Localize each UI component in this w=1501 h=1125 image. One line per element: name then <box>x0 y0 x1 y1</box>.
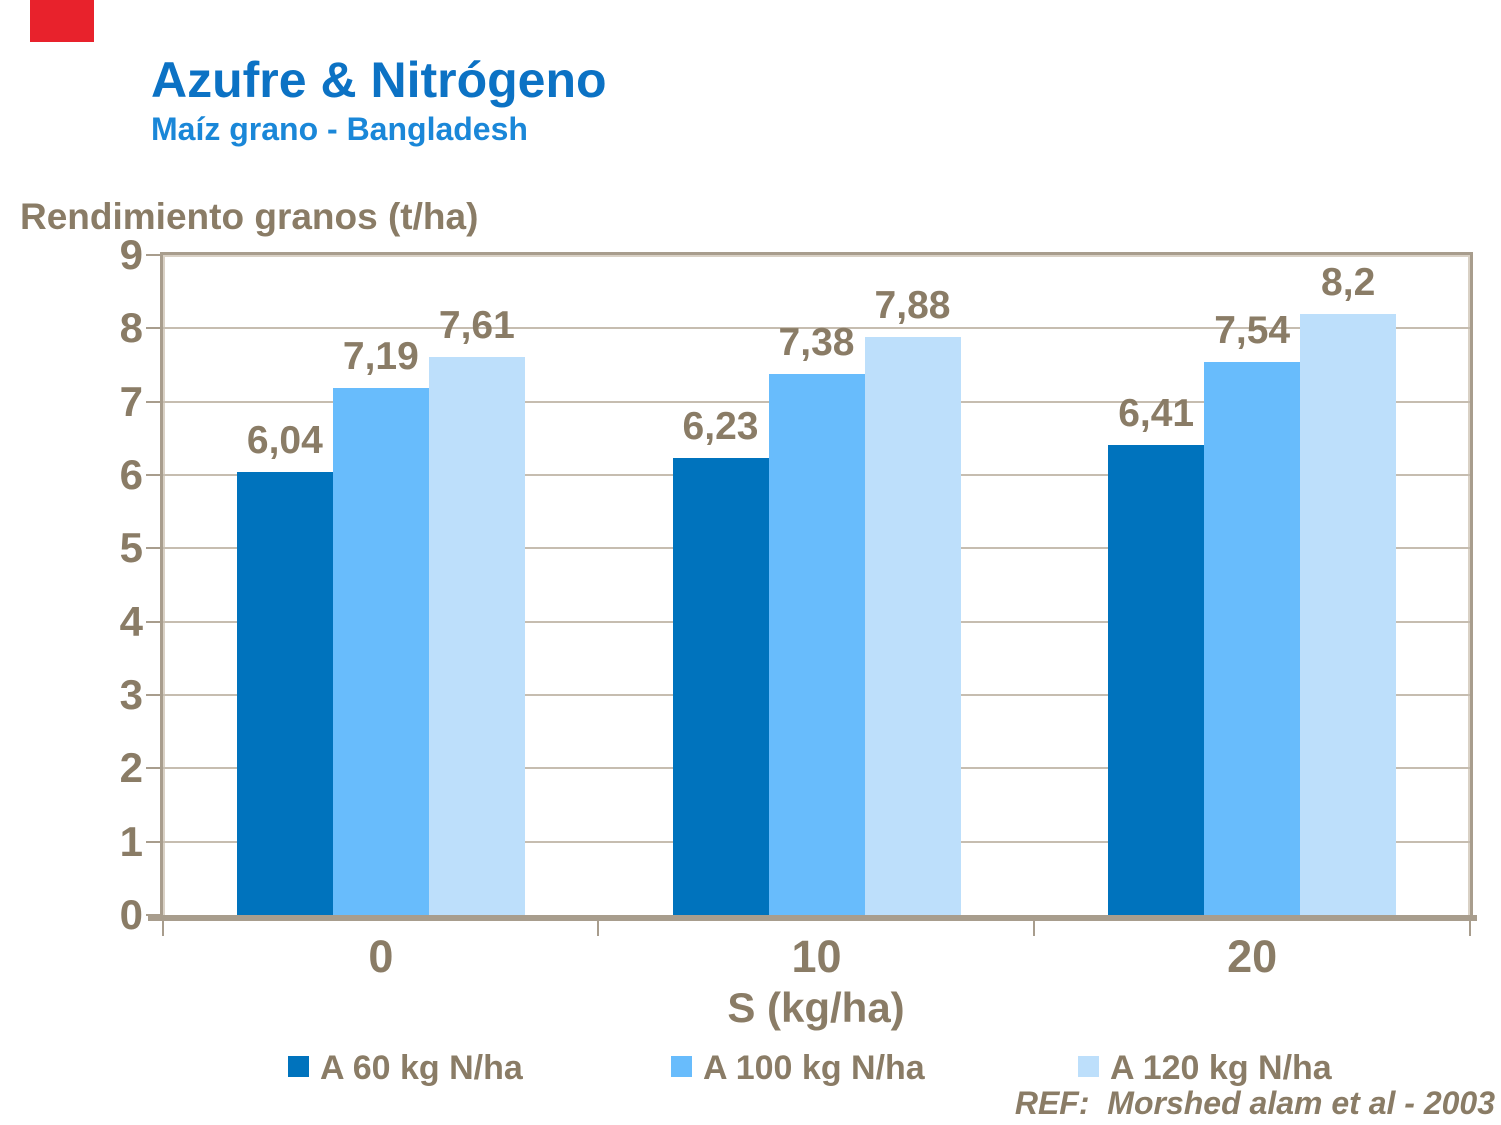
x-tick-label-10: 10 <box>791 931 842 982</box>
chart-subtitle: Maíz grano - Bangladesh <box>151 111 528 147</box>
bar-value-label: 7,38 <box>778 320 855 364</box>
bar-value-label: 7,54 <box>1214 309 1291 353</box>
bar-value-label: 7,19 <box>342 334 419 378</box>
y-tick-mark-6 <box>146 474 161 476</box>
y-tick-mark-3 <box>146 694 161 696</box>
bar-a-100-kg-n/ha-s10 <box>768 373 865 915</box>
grid-line-8 <box>163 327 1470 330</box>
plot-area <box>160 252 1473 918</box>
y-tick-label-1: 1 <box>119 817 143 865</box>
bar-a-100-kg-n/ha-s20 <box>1204 362 1301 915</box>
legend-swatch-icon <box>1078 1056 1099 1077</box>
y-tick-mark-5 <box>146 547 161 550</box>
bar-value-label: 6,04 <box>246 419 323 463</box>
legend-label: A 100 kg N/ha <box>703 1049 925 1087</box>
bar-a-100-kg-n/ha-s0 <box>332 387 429 915</box>
bar-a-120-kg-n/ha-s10 <box>864 337 961 915</box>
legend-label: A 60 kg N/ha <box>320 1049 523 1087</box>
legend-label: A 120 kg N/ha <box>1110 1049 1332 1087</box>
bar-a-120-kg-n/ha-s0 <box>428 356 525 915</box>
y-tick-mark-2 <box>146 767 161 770</box>
y-tick-label-5: 5 <box>119 524 143 572</box>
x-tick-mark-2 <box>1032 921 1035 936</box>
bar-a-120-kg-n/ha-s20 <box>1300 313 1397 915</box>
bar-value-label: 6,41 <box>1118 391 1195 435</box>
y-tick-label-7: 7 <box>119 377 143 425</box>
x-axis-line <box>148 915 1477 921</box>
legend-swatch-icon <box>288 1056 309 1077</box>
y-tick-label-2: 2 <box>119 744 143 792</box>
reference-text: REF: Morshed alam et al - 2003 <box>1014 1085 1495 1121</box>
y-tick-label-0: 0 <box>119 891 143 938</box>
chart-header: Azufre & Nitrógeno Maíz grano - Banglade… <box>151 54 607 148</box>
x-tick-mark-0 <box>161 921 164 936</box>
y-tick-label-3: 3 <box>119 671 143 718</box>
y-tick-label-4: 4 <box>119 597 143 645</box>
y-tick-mark-7 <box>146 400 161 403</box>
x-tick-mark-3 <box>1468 921 1471 936</box>
y-tick-mark-1 <box>146 840 161 843</box>
y-tick-mark-9 <box>146 254 161 256</box>
bar-a-60-kg-n/ha-s20 <box>1108 444 1205 915</box>
legend-item-3: A 120 kg N/ha <box>1078 1049 1332 1087</box>
y-tick-label-6: 6 <box>119 451 143 498</box>
red-accent-box <box>30 0 94 42</box>
bar-a-60-kg-n/ha-s0 <box>236 472 333 915</box>
bar-a-60-kg-n/ha-s10 <box>672 458 769 915</box>
legend-item-2: A 100 kg N/ha <box>671 1049 925 1087</box>
bar-value-label: 8,2 <box>1321 260 1376 304</box>
bar-value-label: 7,88 <box>874 284 951 328</box>
y-axis-title: Rendimiento granos (t/ha) <box>20 196 479 237</box>
chart-title: Azufre & Nitrógeno <box>151 52 607 108</box>
y-tick-mark-4 <box>146 620 161 623</box>
x-axis-title: S (kg/ha) <box>727 984 905 1031</box>
y-tick-label-8: 8 <box>119 304 143 352</box>
y-tick-mark-8 <box>146 327 161 330</box>
legend-item-1: A 60 kg N/ha <box>288 1049 523 1087</box>
x-tick-label-20: 20 <box>1227 931 1278 982</box>
x-tick-mark-1 <box>597 921 600 936</box>
bar-value-label: 7,61 <box>438 303 515 347</box>
x-tick-label-0: 0 <box>368 931 394 982</box>
legend-swatch-icon <box>671 1056 692 1077</box>
y-tick-label-9: 9 <box>119 231 143 278</box>
bar-value-label: 6,23 <box>682 405 759 449</box>
